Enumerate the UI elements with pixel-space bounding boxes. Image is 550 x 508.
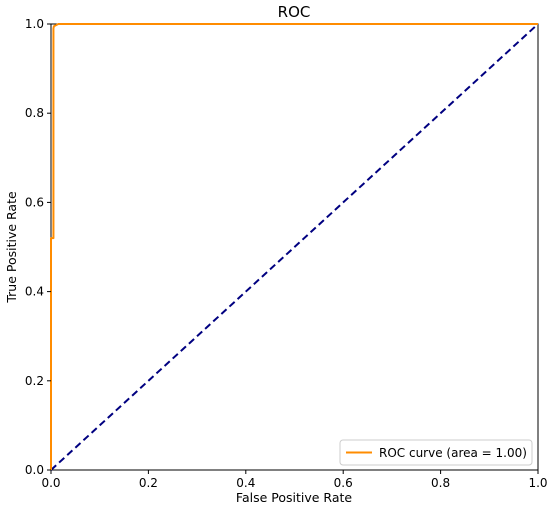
x-axis-label: False Positive Rate: [236, 490, 352, 505]
y-tick-label: 0.4: [25, 285, 44, 299]
legend: ROC curve (area = 1.00): [339, 439, 533, 466]
series-layer: [50, 23, 539, 471]
y-tick-label: 1.0: [25, 17, 44, 31]
y-tick-label: 0.0: [25, 463, 44, 477]
x-axis-ticks: 0.0 0.2 0.4 0.6 0.8 1.0: [41, 470, 548, 490]
x-tick-label: 0.2: [139, 476, 158, 490]
chart-title: ROC: [278, 3, 311, 21]
chance-diagonal-line: [50, 23, 539, 471]
x-tick-label: 1.0: [528, 476, 547, 490]
plot-area: [50, 23, 539, 471]
x-tick-label: 0.6: [334, 476, 353, 490]
y-tick-label: 0.2: [25, 374, 44, 388]
y-axis-ticks: 0.0 0.2 0.4 0.6 0.8 1.0: [25, 17, 51, 477]
roc-curve-line: [50, 23, 538, 470]
y-tick-label: 0.6: [25, 195, 44, 209]
y-axis-label: True Positive Rate: [4, 191, 19, 304]
x-tick-label: 0.4: [236, 476, 255, 490]
x-tick-label: 0.8: [431, 476, 450, 490]
legend-label: ROC curve (area = 1.00): [379, 446, 527, 460]
legend-box: [339, 439, 533, 466]
y-tick-label: 0.8: [25, 106, 44, 120]
x-tick-label: 0.0: [41, 476, 60, 490]
